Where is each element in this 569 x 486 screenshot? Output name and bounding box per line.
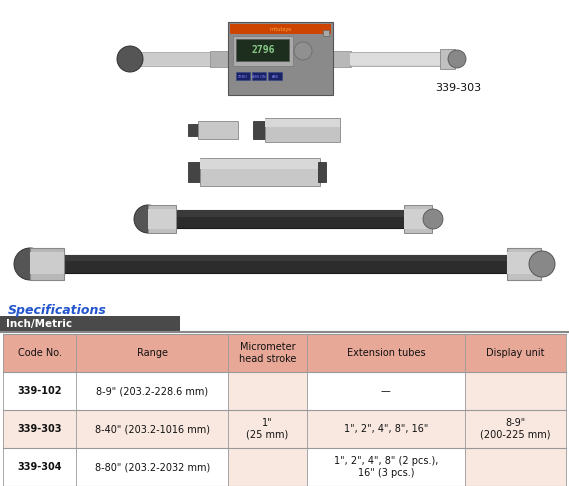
Bar xyxy=(62,255,507,273)
Bar xyxy=(265,118,340,142)
Bar xyxy=(236,72,250,80)
Bar xyxy=(252,72,266,80)
Bar xyxy=(188,124,198,136)
Text: 8-9"
(200-225 mm): 8-9" (200-225 mm) xyxy=(480,418,551,440)
Text: 339-303: 339-303 xyxy=(435,83,481,93)
Bar xyxy=(228,22,333,95)
Bar xyxy=(350,52,445,66)
Bar xyxy=(30,252,64,274)
Ellipse shape xyxy=(423,209,443,229)
Bar xyxy=(130,53,225,65)
Bar xyxy=(233,36,293,66)
Text: mitutoyo: mitutoyo xyxy=(269,27,292,32)
Text: 8-40" (203.2-1016 mm): 8-40" (203.2-1016 mm) xyxy=(94,424,210,434)
Bar xyxy=(130,52,225,66)
Bar xyxy=(333,51,351,67)
Text: Extension tubes: Extension tubes xyxy=(347,348,425,358)
Text: Inch/Metric: Inch/Metric xyxy=(6,319,72,329)
Bar xyxy=(148,205,176,233)
Bar xyxy=(507,248,541,280)
Bar xyxy=(175,210,405,217)
Bar xyxy=(404,209,432,229)
Bar xyxy=(188,162,200,182)
Ellipse shape xyxy=(529,251,555,277)
Bar xyxy=(465,372,566,486)
Bar xyxy=(230,24,331,34)
Text: 1", 2", 4", 8", 16": 1", 2", 4", 8", 16" xyxy=(344,424,428,434)
Ellipse shape xyxy=(117,46,143,72)
Bar xyxy=(3,410,566,448)
Text: 8-80" (203.2-2032 mm): 8-80" (203.2-2032 mm) xyxy=(94,462,210,472)
Text: Specifications: Specifications xyxy=(8,304,107,317)
Bar xyxy=(200,159,320,169)
Text: 8-9" (203.2-228.6 mm): 8-9" (203.2-228.6 mm) xyxy=(96,386,208,396)
Bar xyxy=(3,372,566,410)
Text: Micrometer
head stroke: Micrometer head stroke xyxy=(239,342,296,364)
Bar xyxy=(148,209,176,229)
Text: 1", 2", 4", 8" (2 pcs.),
16" (3 pcs.): 1", 2", 4", 8" (2 pcs.), 16" (3 pcs.) xyxy=(333,456,438,478)
Bar xyxy=(3,334,566,372)
Bar xyxy=(3,448,566,486)
Text: 339-303: 339-303 xyxy=(17,424,62,434)
Ellipse shape xyxy=(294,42,312,60)
Text: ABS ON: ABS ON xyxy=(252,74,266,79)
Ellipse shape xyxy=(448,50,466,68)
Text: Code No.: Code No. xyxy=(18,348,61,358)
Bar xyxy=(253,121,265,139)
Bar xyxy=(440,49,455,69)
Bar xyxy=(318,162,326,182)
Bar xyxy=(175,210,405,228)
Bar xyxy=(323,30,329,36)
Ellipse shape xyxy=(134,205,162,233)
Bar xyxy=(62,255,507,261)
Bar xyxy=(30,248,64,280)
Text: ZERO: ZERO xyxy=(238,74,248,79)
Text: 2796: 2796 xyxy=(251,45,275,55)
Bar xyxy=(236,39,289,61)
Bar xyxy=(268,72,282,80)
Text: ABS: ABS xyxy=(271,74,278,79)
Bar xyxy=(228,372,307,486)
Bar xyxy=(0,316,180,332)
Text: 1"
(25 mm): 1" (25 mm) xyxy=(246,418,288,440)
Bar xyxy=(200,158,320,186)
Bar xyxy=(507,252,541,274)
Text: 339-102: 339-102 xyxy=(17,386,62,396)
Text: 339-304: 339-304 xyxy=(17,462,62,472)
Ellipse shape xyxy=(14,248,46,280)
Bar xyxy=(198,121,238,139)
Text: —: — xyxy=(381,386,391,396)
Bar xyxy=(265,119,340,127)
Bar xyxy=(210,51,228,67)
Text: Display unit: Display unit xyxy=(486,348,545,358)
Bar xyxy=(350,53,445,65)
Bar xyxy=(404,205,432,233)
Text: Range: Range xyxy=(137,348,168,358)
